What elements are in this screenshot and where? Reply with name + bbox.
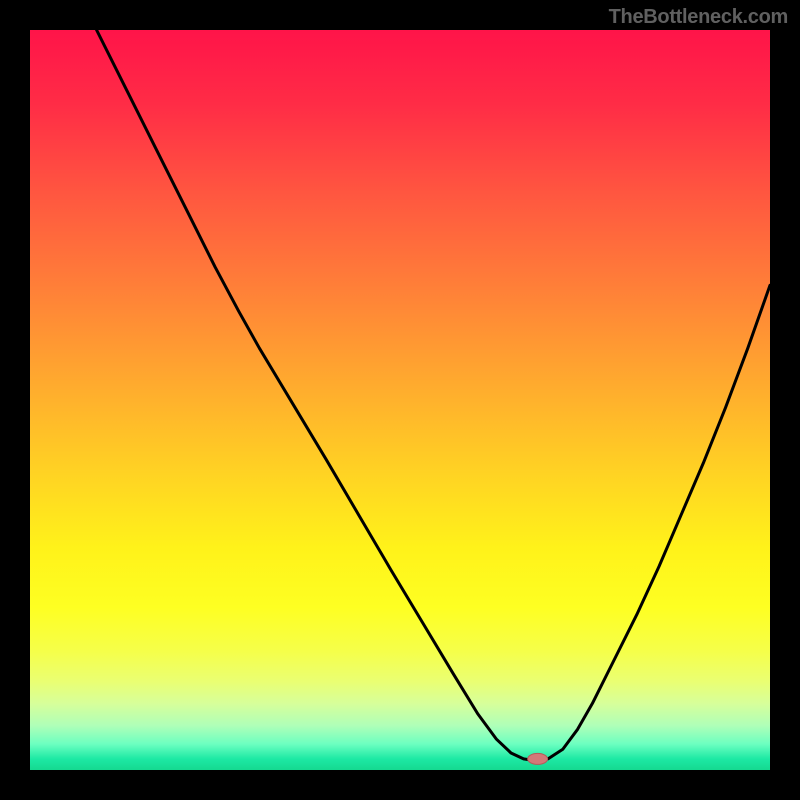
bottleneck-chart: TheBottleneck.com bbox=[0, 0, 800, 800]
chart-svg bbox=[0, 0, 800, 800]
watermark-text: TheBottleneck.com bbox=[609, 6, 788, 29]
